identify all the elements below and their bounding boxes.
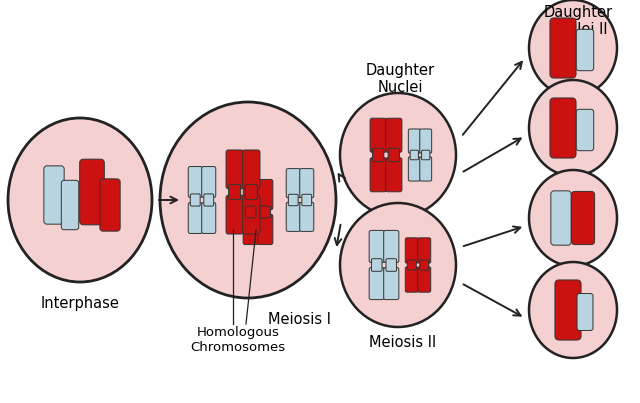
- FancyBboxPatch shape: [243, 150, 260, 189]
- FancyBboxPatch shape: [386, 259, 397, 271]
- Ellipse shape: [160, 102, 336, 298]
- FancyBboxPatch shape: [551, 191, 571, 245]
- FancyBboxPatch shape: [386, 158, 402, 192]
- Text: Daughter
Nuclei: Daughter Nuclei: [365, 63, 435, 96]
- FancyBboxPatch shape: [204, 194, 214, 206]
- FancyBboxPatch shape: [289, 194, 298, 206]
- FancyBboxPatch shape: [226, 150, 243, 189]
- Ellipse shape: [529, 0, 617, 96]
- FancyBboxPatch shape: [258, 214, 273, 245]
- FancyBboxPatch shape: [243, 179, 259, 210]
- FancyBboxPatch shape: [245, 206, 256, 218]
- FancyBboxPatch shape: [188, 203, 202, 233]
- FancyBboxPatch shape: [190, 194, 200, 206]
- FancyBboxPatch shape: [245, 185, 257, 199]
- FancyBboxPatch shape: [286, 202, 300, 231]
- FancyBboxPatch shape: [420, 129, 431, 153]
- FancyBboxPatch shape: [100, 179, 120, 231]
- FancyBboxPatch shape: [188, 166, 202, 197]
- FancyBboxPatch shape: [418, 238, 431, 263]
- FancyBboxPatch shape: [408, 129, 420, 153]
- Text: Meiosis II: Meiosis II: [369, 335, 436, 350]
- FancyBboxPatch shape: [384, 268, 399, 299]
- FancyBboxPatch shape: [44, 166, 64, 224]
- FancyBboxPatch shape: [384, 231, 399, 262]
- Text: Homologous
Chromosomes: Homologous Chromosomes: [191, 326, 285, 354]
- FancyBboxPatch shape: [386, 118, 402, 152]
- FancyBboxPatch shape: [202, 203, 216, 233]
- FancyBboxPatch shape: [420, 260, 429, 270]
- FancyBboxPatch shape: [407, 260, 416, 270]
- FancyBboxPatch shape: [243, 195, 260, 234]
- FancyBboxPatch shape: [202, 166, 216, 197]
- FancyBboxPatch shape: [418, 267, 431, 292]
- FancyBboxPatch shape: [550, 98, 576, 158]
- FancyBboxPatch shape: [572, 191, 595, 245]
- Ellipse shape: [340, 203, 456, 327]
- Ellipse shape: [529, 262, 617, 358]
- FancyBboxPatch shape: [79, 159, 104, 225]
- FancyBboxPatch shape: [243, 214, 259, 245]
- Text: Daughter
Nuclei II: Daughter Nuclei II: [543, 5, 612, 37]
- FancyBboxPatch shape: [370, 118, 387, 152]
- Ellipse shape: [340, 93, 456, 217]
- FancyBboxPatch shape: [576, 29, 594, 71]
- Ellipse shape: [8, 118, 152, 282]
- FancyBboxPatch shape: [300, 168, 314, 198]
- Text: Interphase: Interphase: [40, 296, 120, 311]
- FancyBboxPatch shape: [576, 109, 594, 151]
- FancyBboxPatch shape: [286, 168, 300, 198]
- FancyBboxPatch shape: [61, 180, 79, 230]
- FancyBboxPatch shape: [260, 206, 271, 218]
- FancyBboxPatch shape: [369, 268, 384, 299]
- FancyBboxPatch shape: [228, 185, 241, 199]
- Text: Meiosis I: Meiosis I: [269, 312, 332, 327]
- FancyBboxPatch shape: [372, 148, 384, 162]
- FancyBboxPatch shape: [370, 158, 387, 192]
- Ellipse shape: [529, 80, 617, 176]
- FancyBboxPatch shape: [555, 280, 581, 340]
- FancyBboxPatch shape: [369, 231, 384, 262]
- FancyBboxPatch shape: [422, 150, 430, 160]
- FancyBboxPatch shape: [405, 267, 419, 292]
- FancyBboxPatch shape: [420, 157, 431, 181]
- FancyBboxPatch shape: [388, 148, 399, 162]
- Ellipse shape: [529, 170, 617, 266]
- FancyBboxPatch shape: [300, 202, 314, 231]
- FancyBboxPatch shape: [577, 293, 593, 330]
- FancyBboxPatch shape: [408, 157, 420, 181]
- FancyBboxPatch shape: [258, 179, 273, 210]
- FancyBboxPatch shape: [410, 150, 419, 160]
- FancyBboxPatch shape: [371, 259, 382, 271]
- FancyBboxPatch shape: [226, 195, 243, 234]
- FancyBboxPatch shape: [550, 18, 576, 78]
- FancyBboxPatch shape: [405, 238, 419, 263]
- FancyBboxPatch shape: [302, 194, 312, 206]
